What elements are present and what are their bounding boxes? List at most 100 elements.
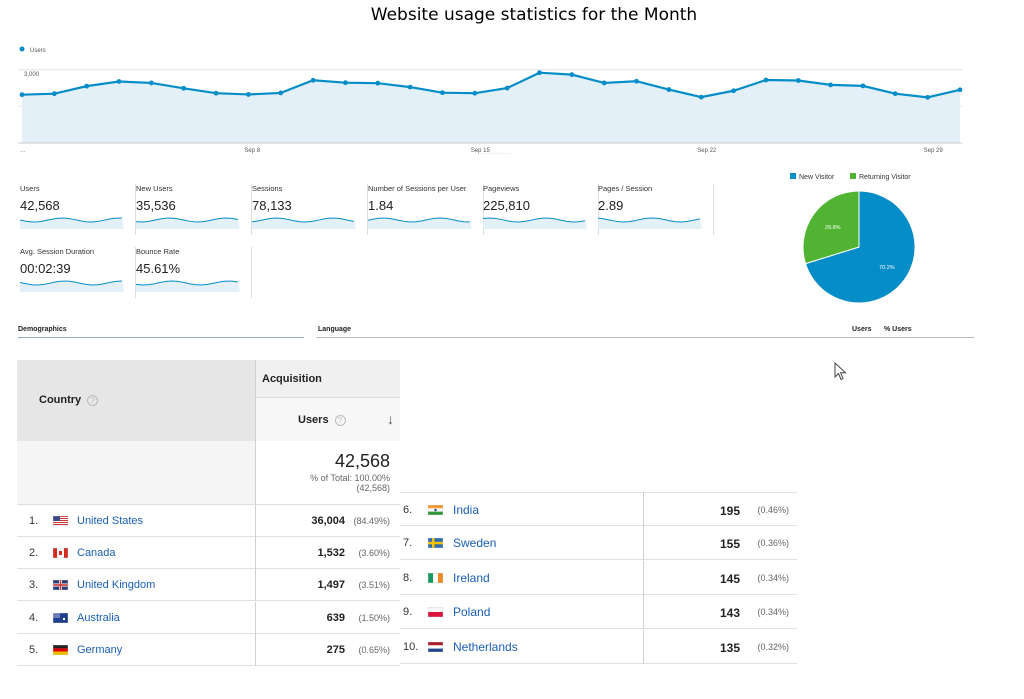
users-data-point[interactable] — [472, 90, 478, 96]
users-data-point[interactable] — [375, 80, 381, 86]
total-percent: % of Total: 100.00% — [310, 473, 390, 483]
table-row: 2. Canada 1,532 (3.60%) — [17, 537, 400, 570]
metric-tile[interactable]: Avg. Session Duration 00:02:39 — [20, 247, 136, 298]
country-link[interactable]: Netherlands — [453, 639, 518, 654]
users-data-point[interactable] — [407, 84, 413, 90]
row-users-value: 143 — [719, 606, 740, 621]
users-data-point[interactable] — [148, 80, 154, 86]
row-users-percent: (1.50%) — [358, 612, 390, 623]
users-data-point[interactable] — [116, 79, 122, 84]
country-link[interactable]: United Kingdom — [77, 579, 156, 592]
metric-tile[interactable]: Sessions 78,133 — [252, 184, 368, 235]
help-icon[interactable]: ? — [334, 414, 346, 426]
users-data-point[interactable] — [310, 77, 316, 83]
users-data-point[interactable] — [569, 72, 575, 78]
metric-tile[interactable]: Users 42,568 — [20, 184, 136, 235]
column-users-label: Users — [852, 326, 872, 333]
metric-divider — [483, 184, 484, 235]
users-data-point[interactable] — [763, 77, 769, 83]
pie-slice[interactable] — [802, 190, 860, 265]
users-data-point[interactable] — [19, 92, 25, 98]
metric-sparkline — [252, 217, 356, 229]
metric-divider — [251, 184, 252, 235]
users-data-point[interactable] — [537, 70, 542, 76]
column-divider — [643, 526, 644, 561]
sort-arrow-icon[interactable]: ↓ — [387, 411, 394, 427]
column-divider — [255, 537, 256, 570]
country-link[interactable]: United States — [77, 515, 144, 527]
metric-tile[interactable]: Pageviews 225,810 — [483, 184, 599, 235]
metric-sparkline — [368, 217, 472, 229]
country-link[interactable]: India — [453, 503, 480, 517]
row-users-percent: (0.65%) — [358, 644, 390, 655]
users-data-point[interactable] — [731, 88, 736, 94]
table-row: 7. Sweden 155 (0.36%) — [400, 526, 797, 561]
country-link[interactable]: Canada — [77, 547, 116, 560]
metric-divider — [367, 184, 368, 235]
country-link[interactable]: Germany — [77, 643, 123, 656]
tab-demographics[interactable]: Demographics — [18, 326, 67, 333]
metric-divider — [713, 184, 714, 235]
country-link[interactable]: Ireland — [453, 570, 490, 585]
metric-tile[interactable]: New Users 35,536 — [136, 184, 252, 235]
metric-tile[interactable]: Bounce Rate 45.61% — [136, 247, 252, 298]
pie-legend-swatch — [790, 173, 796, 179]
page-title: Website usage statistics for the Month — [370, 5, 698, 25]
ie-flag-icon — [428, 572, 443, 583]
pie-legend-swatch — [850, 173, 856, 179]
table-row: 5. Germany 275 (0.65%) — [17, 633, 400, 666]
pie-slice[interactable] — [804, 190, 916, 304]
pie-legend-label: New Visitor — [799, 174, 835, 181]
metric-tile[interactable]: Pages / Session 2.89 — [598, 184, 714, 235]
row-users-value: 195 — [719, 504, 740, 518]
total-paren: (42,568) — [356, 483, 390, 493]
users-data-point[interactable] — [51, 91, 57, 97]
metric-label: Bounce Rate — [136, 247, 180, 256]
help-icon[interactable]: ? — [87, 394, 99, 406]
table-row: 10. Netherlands 135 (0.32%) — [400, 629, 797, 664]
tab-language[interactable]: Language — [318, 326, 352, 333]
users-data-point[interactable] — [795, 78, 801, 83]
users-data-point[interactable] — [213, 90, 219, 96]
users-data-point[interactable] — [892, 91, 898, 97]
metric-label: Sessions — [252, 184, 283, 193]
users-data-point[interactable] — [957, 87, 963, 93]
row-rank: 6. — [403, 504, 413, 516]
users-column-header[interactable]: Users? ↓ — [255, 397, 400, 441]
row-users-percent: (0.32%) — [757, 641, 789, 652]
users-data-point[interactable] — [278, 90, 284, 96]
country-link[interactable]: Poland — [453, 605, 491, 620]
users-data-point[interactable] — [343, 80, 348, 86]
row-users-value: 275 — [326, 643, 345, 656]
row-rank: 2. — [29, 547, 39, 560]
metric-sparkline — [598, 217, 702, 229]
acquisition-header: Acquisition — [255, 360, 400, 397]
pl-flag-icon — [428, 607, 443, 618]
se-flag-icon — [428, 538, 443, 549]
users-data-point[interactable] — [84, 83, 90, 89]
country-link[interactable]: Sweden — [453, 536, 497, 551]
users-data-point[interactable] — [181, 85, 187, 91]
row-users-value: 1,497 — [317, 579, 345, 592]
users-data-point[interactable] — [504, 85, 510, 91]
users-data-point[interactable] — [698, 94, 704, 100]
pie-legend-label: Returning Visitor — [859, 174, 911, 181]
language-underline — [316, 337, 974, 338]
country-link[interactable]: Australia — [77, 611, 120, 624]
de-flag-icon — [53, 644, 68, 655]
users-data-point[interactable] — [860, 83, 866, 89]
metric-tile[interactable]: Number of Sessions per User 1.84 — [368, 184, 484, 235]
column-divider — [255, 633, 256, 666]
users-data-point[interactable] — [925, 94, 931, 100]
metric-sparkline — [483, 217, 587, 229]
users-data-point[interactable] — [828, 82, 834, 88]
users-data-point[interactable] — [440, 90, 445, 96]
users-data-point[interactable] — [246, 92, 251, 97]
users-data-point[interactable] — [666, 87, 672, 92]
users-data-point[interactable] — [634, 78, 639, 84]
users-data-point[interactable] — [601, 80, 607, 86]
metric-sparkline — [20, 280, 124, 292]
in-flag-icon — [428, 505, 443, 515]
row-rank: 5. — [29, 643, 39, 656]
